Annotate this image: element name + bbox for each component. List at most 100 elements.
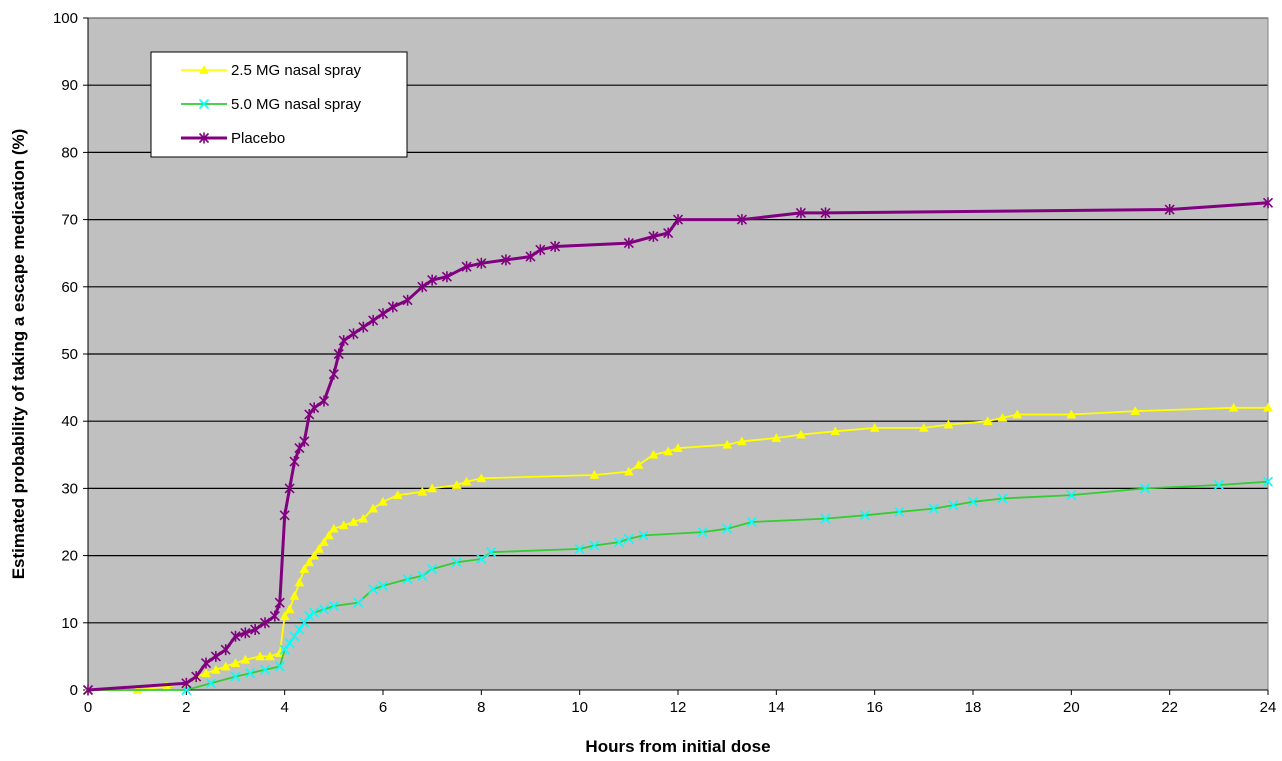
data-point-marker [304,408,315,420]
data-point-marker [328,523,339,533]
data-point-marker [348,516,359,526]
data-point-marker [623,466,634,476]
data-point-marker [368,503,379,513]
data-point-marker [633,459,644,469]
y-tick-label: 20 [61,548,78,565]
data-point-marker [417,281,428,293]
data-point-marker [314,543,325,553]
data-point-marker [377,308,389,320]
data-point-marker [427,483,438,493]
data-point-marker [589,469,600,479]
data-point-marker [289,456,300,468]
data-point-marker [191,671,202,683]
data-point-marker [230,658,241,667]
data-point-marker [1263,402,1273,412]
data-point-marker [220,644,231,656]
data-point-marker [500,254,511,266]
y-tick-label: 90 [61,77,78,94]
data-point-marker [736,214,747,226]
data-point-marker [289,631,300,642]
data-point-marker [648,449,659,459]
data-point-marker [299,617,310,628]
data-point-marker [199,64,209,74]
data-point-marker [274,661,285,672]
data-point-marker [402,574,413,585]
data-point-marker [309,607,320,618]
data-point-marker [328,600,339,612]
data-point-marker [198,98,210,110]
y-tick-label: 10 [61,615,78,632]
y-tick-label: 80 [61,144,78,161]
series-1 [83,402,1273,694]
data-point-marker [1140,483,1151,494]
data-point-marker [198,132,210,144]
legend-item: Placebo [181,130,285,147]
data-point-marker [722,439,733,449]
y-tick-label: 40 [61,413,78,430]
data-point-marker [230,630,241,642]
data-point-marker [982,416,993,426]
data-point-marker [486,547,497,558]
data-point-marker [264,651,275,661]
data-point-marker [648,230,659,242]
data-point-marker [967,496,979,507]
data-point-marker [250,624,261,636]
data-point-marker [201,668,211,678]
data-point-marker [279,611,290,620]
data-point-marker [441,271,452,283]
data-point-marker [230,671,241,682]
data-point-marker [245,668,256,679]
data-point-marker [309,550,320,560]
data-point-marker [830,426,841,436]
data-point-marker [795,207,806,219]
data-point-marker [377,580,389,591]
data-point-marker [304,557,315,567]
data-point-marker [451,480,462,489]
data-point-marker [589,540,600,551]
data-point-marker [402,294,413,306]
data-point-marker [795,429,806,439]
data-point-marker [269,610,280,622]
data-point-marker [338,520,349,530]
data-point-marker [623,237,634,249]
data-point-marker [550,240,561,252]
x-tick-label: 22 [1161,699,1178,716]
data-point-marker [894,506,905,517]
x-tick-label: 20 [1063,699,1080,716]
data-point-marker [82,684,94,696]
data-point-marker [638,530,649,541]
x-tick-label: 4 [280,699,288,716]
data-point-marker [623,533,634,544]
data-point-marker [736,436,747,446]
data-point-marker [948,500,959,511]
data-point-marker [1130,406,1141,415]
data-point-marker [279,644,290,655]
x-tick-label: 24 [1260,699,1277,716]
data-point-marker [274,597,285,609]
legend: 2.5 MG nasal spray 5.0 MG nasal spray Plac… [150,51,408,158]
data-point-marker [722,523,733,534]
data-point-marker [943,419,954,429]
x-tick-label: 16 [866,699,883,716]
x-tick-label: 8 [477,699,485,716]
legend-item: 5.0 MG nasal spray [181,96,362,113]
legend-label: 5.0 MG nasal spray [231,96,362,113]
data-point-marker [427,563,438,575]
data-point-marker [859,510,870,521]
data-point-marker [181,677,192,689]
data-point-marker [240,627,251,639]
x-tick-label: 0 [84,699,92,716]
data-point-marker [673,443,683,452]
x-tick-label: 10 [571,699,588,716]
data-point-marker [387,301,398,313]
data-point-marker [1262,197,1274,209]
data-point-marker [328,368,339,380]
series [82,197,1274,696]
y-tick-label: 0 [70,682,78,699]
y-tick-label: 70 [61,212,78,229]
data-point-marker [304,611,315,622]
series-2 [82,476,1274,696]
